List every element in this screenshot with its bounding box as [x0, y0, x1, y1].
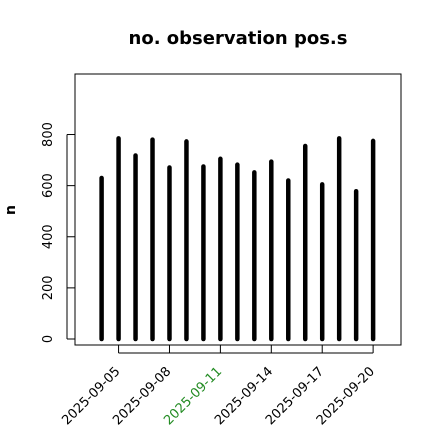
plot-box: [74, 73, 402, 346]
y-tick-label-0: 0: [41, 335, 56, 343]
x-axis: 2025-09-052025-09-082025-09-112025-09-14…: [59, 345, 378, 428]
y-axis: 0 200 400 600 800: [41, 122, 75, 343]
y-tick-label-200: 200: [41, 275, 56, 300]
y-axis-label: n: [3, 205, 19, 215]
bars-group: [99, 136, 376, 342]
y-tick-label-600: 600: [41, 173, 56, 198]
y-tick-label-800: 800: [41, 122, 56, 147]
y-tick-label-400: 400: [41, 224, 56, 249]
chart-title: no. observation pos.s: [129, 28, 348, 49]
